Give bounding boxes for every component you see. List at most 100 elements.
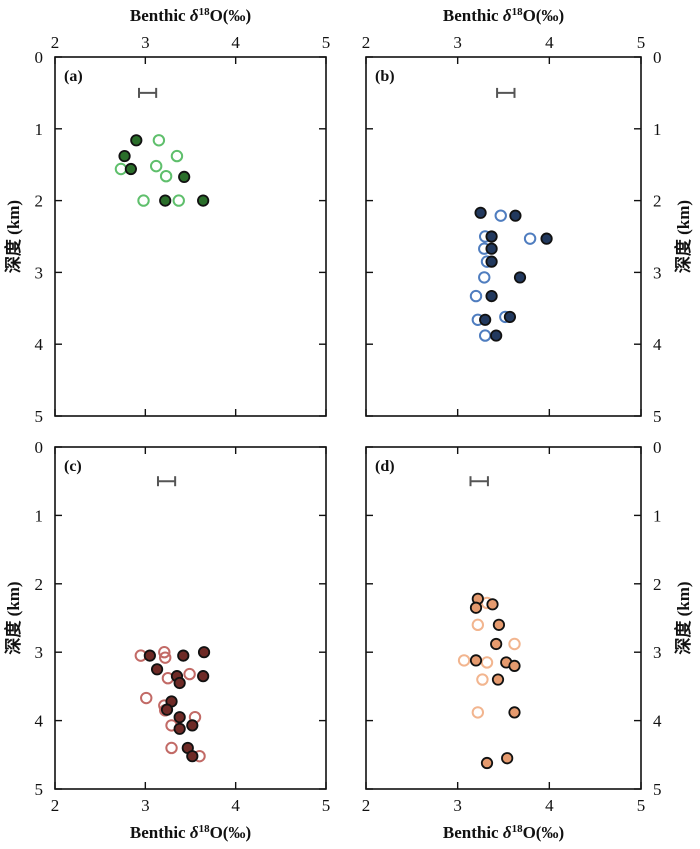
- filled-data-point: [143, 649, 156, 662]
- y-tick-label: 0: [653, 48, 662, 67]
- panel-frame: [365, 446, 642, 790]
- filled-data-point: [503, 310, 517, 324]
- open-data-point: [114, 162, 128, 176]
- filled-data-point: [508, 706, 521, 719]
- y-tick-label: 1: [35, 120, 44, 139]
- y-tick-label: 2: [35, 575, 44, 594]
- panel-label: (c): [64, 458, 82, 475]
- open-data-point: [152, 134, 166, 147]
- open-data-point: [140, 691, 153, 705]
- y-tick-label: 2: [653, 575, 662, 594]
- y-tick-label: 4: [35, 712, 44, 731]
- filled-data-point: [486, 598, 499, 611]
- x-tick-label: 3: [453, 33, 462, 52]
- filled-data-point: [469, 601, 483, 614]
- y-axis-title: 深度 (km): [673, 581, 693, 654]
- filled-data-point: [474, 206, 487, 219]
- filled-data-point: [173, 711, 186, 724]
- open-data-point: [158, 646, 171, 659]
- filled-data-point: [479, 313, 492, 326]
- x-tick-label: 5: [637, 796, 646, 815]
- panel-label: (d): [375, 458, 395, 475]
- filled-data-point: [469, 654, 483, 667]
- filled-data-point: [490, 329, 503, 342]
- x-axis-title-bottom: Benthic δ18O(‰): [130, 823, 251, 842]
- x-tick-label: 3: [141, 33, 150, 52]
- open-data-point: [170, 149, 184, 163]
- filled-data-point: [485, 255, 498, 268]
- filled-data-point: [490, 637, 503, 651]
- open-data-point: [165, 741, 178, 755]
- x-axis-title-top: Benthic δ18O(‰): [443, 6, 564, 25]
- x-tick-label: 2: [51, 33, 60, 52]
- x-tick-label: 4: [231, 33, 240, 52]
- y-tick-label: 5: [35, 780, 44, 799]
- y-tick-label: 3: [653, 643, 662, 662]
- panel-frame: [54, 446, 327, 790]
- open-data-point: [476, 673, 489, 686]
- y-axis-title: 深度 (km): [3, 581, 23, 654]
- filled-data-point: [118, 149, 131, 163]
- x-tick-label: 5: [637, 33, 646, 52]
- y-tick-label: 0: [35, 48, 44, 67]
- panel-c: 2 3 4 5 0 1 2 3 4 5 深度 (km) Benthic δ18O(‰) (c): [3, 438, 330, 842]
- filled-data-point: [491, 673, 505, 686]
- open-data-point: [508, 637, 521, 651]
- x-tick-label: 4: [231, 796, 240, 815]
- filled-data-point: [178, 170, 191, 184]
- filled-data-point: [173, 676, 186, 690]
- filled-data-point: [501, 752, 514, 765]
- filled-data-point: [150, 663, 164, 676]
- filled-data-point: [130, 134, 143, 147]
- y-tick-label: 4: [653, 335, 662, 354]
- y-tick-label: 5: [35, 407, 44, 426]
- x-tick-label: 4: [545, 796, 554, 815]
- filled-data-point: [186, 719, 199, 732]
- y-tick-label: 5: [653, 780, 662, 799]
- filled-data-point: [485, 230, 498, 243]
- y-tick-label: 1: [35, 506, 44, 525]
- open-data-point: [149, 159, 163, 173]
- open-data-point: [172, 194, 185, 207]
- filled-data-point: [480, 756, 494, 770]
- y-axis-title: 深度 (km): [3, 200, 23, 273]
- open-data-point: [159, 169, 173, 183]
- filled-data-point: [159, 194, 172, 207]
- x-axis-title-bottom: Benthic δ18O(‰): [443, 823, 564, 842]
- filled-data-point: [509, 209, 522, 222]
- y-tick-label: 1: [653, 120, 662, 139]
- x-tick-label: 2: [51, 796, 60, 815]
- y-tick-label: 5: [653, 407, 662, 426]
- filled-data-point: [177, 649, 190, 662]
- filled-data-point: [197, 670, 210, 683]
- panel-d: 2 3 4 5 0 1 2 3 4 5 深度 (km) Benthic δ18O(‰) (d): [362, 438, 693, 842]
- x-tick-label: 5: [322, 33, 331, 52]
- filled-data-point: [540, 232, 553, 245]
- open-data-point: [478, 271, 491, 284]
- panel-frame: [365, 56, 642, 417]
- y-tick-label: 3: [653, 263, 662, 282]
- x-axis-title-top: Benthic δ18O(‰): [130, 6, 251, 25]
- x-tick-label: 2: [362, 796, 371, 815]
- filled-data-point: [513, 271, 527, 284]
- filled-data-point: [173, 722, 186, 735]
- panel-frame: [54, 56, 327, 417]
- open-data-point: [183, 667, 196, 681]
- filled-data-point: [492, 618, 506, 631]
- open-data-point: [494, 209, 507, 222]
- y-tick-label: 0: [653, 438, 662, 457]
- x-tick-label: 3: [453, 796, 462, 815]
- y-tick-label: 2: [35, 192, 44, 211]
- y-tick-label: 3: [35, 643, 44, 662]
- x-tick-label: 5: [322, 796, 331, 815]
- open-data-point: [137, 194, 150, 207]
- open-data-point: [457, 654, 471, 667]
- filled-data-point: [186, 750, 199, 763]
- y-tick-label: 3: [35, 263, 44, 282]
- y-tick-label: 4: [653, 712, 662, 731]
- x-tick-label: 4: [545, 33, 554, 52]
- open-data-point: [523, 232, 537, 245]
- open-data-point: [480, 656, 494, 669]
